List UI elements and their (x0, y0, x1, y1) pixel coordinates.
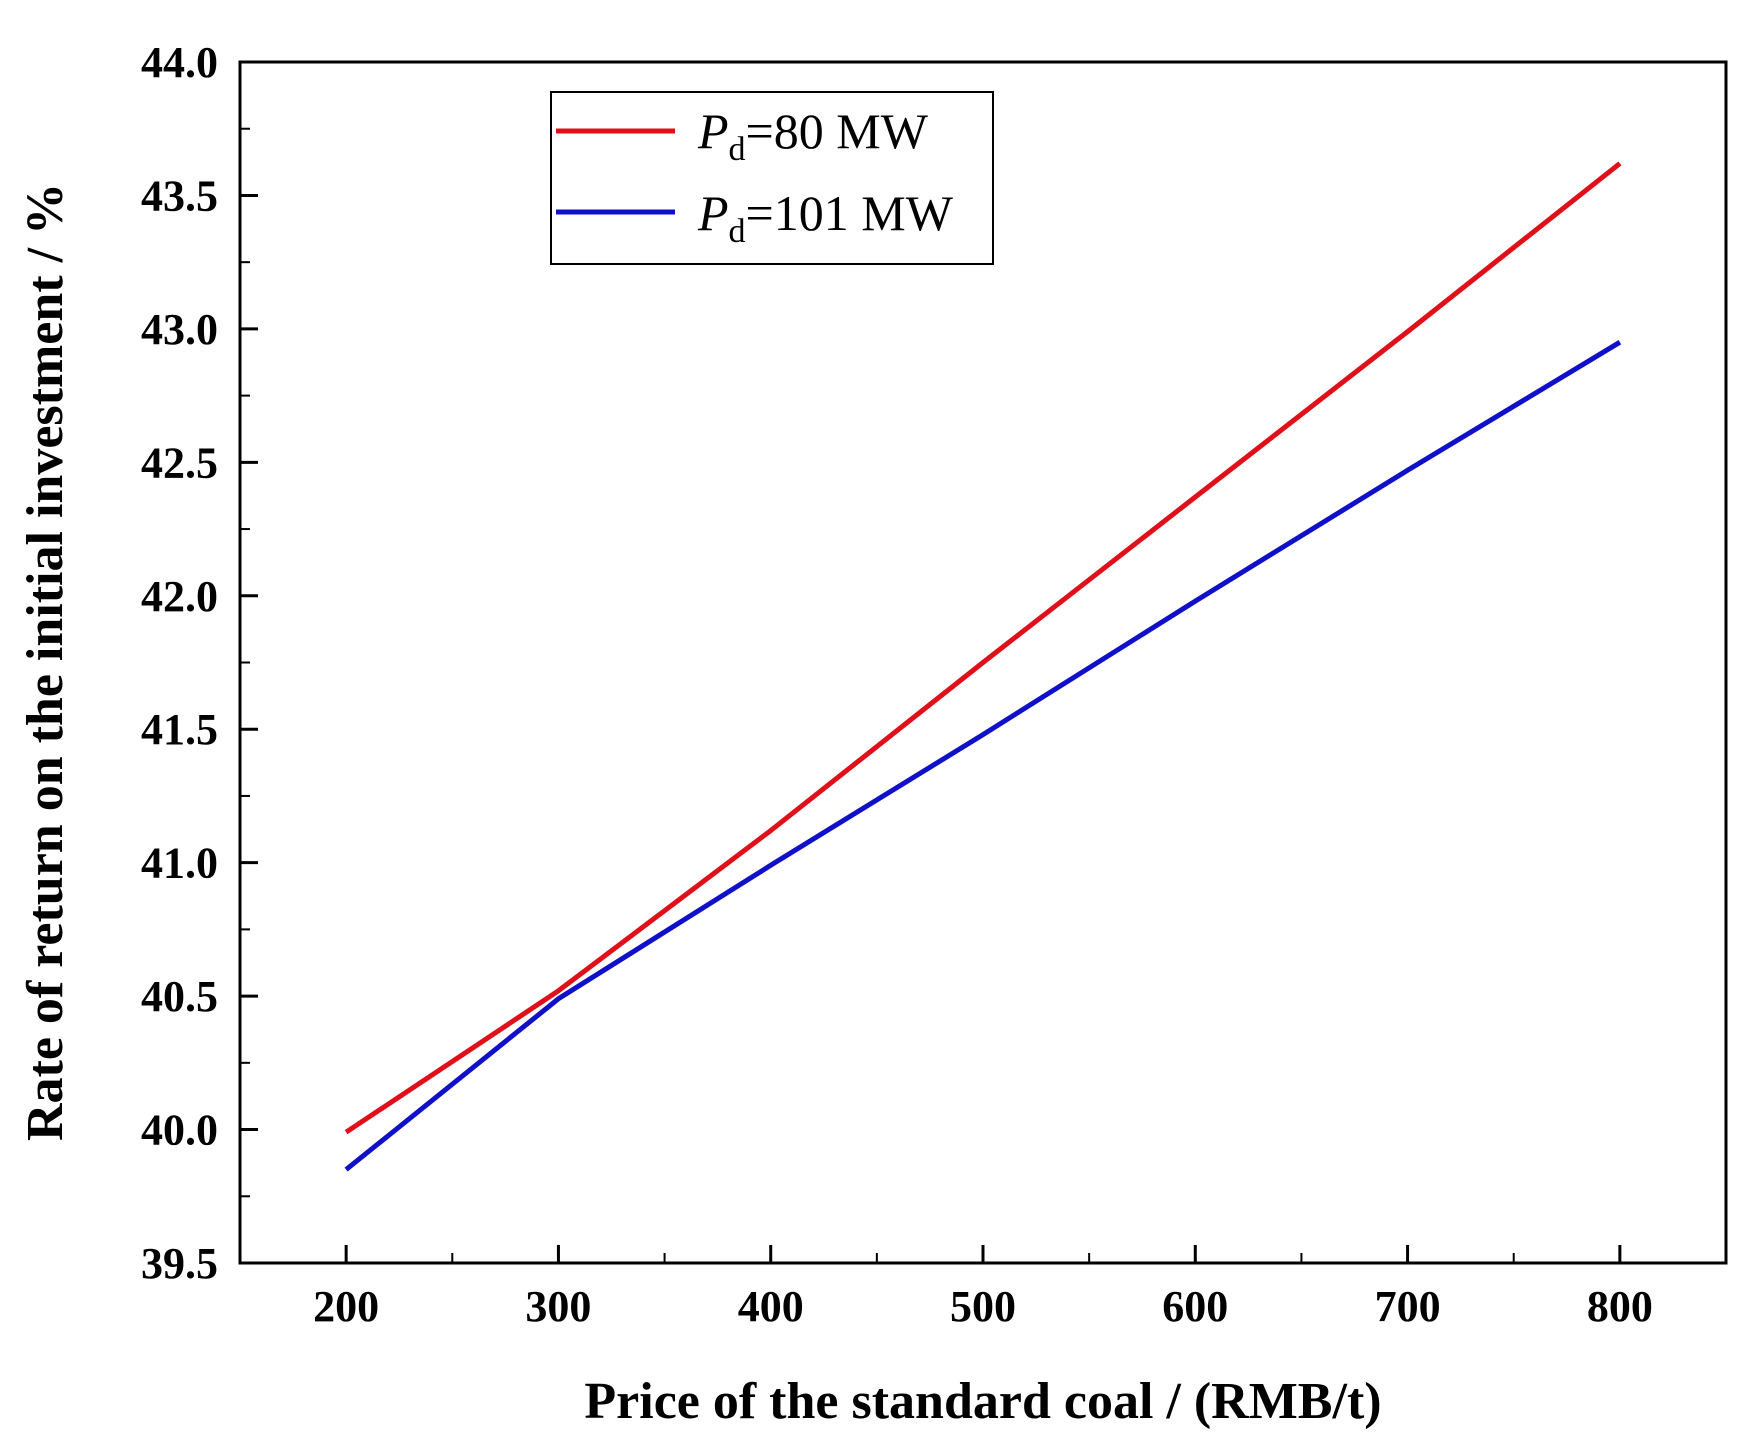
x-axis-ticks: 200 300 400 500 600 700 800 (313, 1245, 1653, 1331)
y-tick-label: 44.0 (141, 38, 218, 87)
y-axis-title: Rate of return on the initial investment… (17, 183, 74, 1141)
y-tick-label: 40.5 (141, 972, 218, 1021)
y-tick-label: 40.0 (141, 1106, 218, 1155)
legend-label-pd-101: Pd=101 MW (697, 185, 954, 250)
y-tick-label: 39.5 (141, 1239, 218, 1288)
x-tick-label: 500 (950, 1282, 1016, 1331)
x-tick-label: 600 (1162, 1282, 1228, 1331)
legend-label-pd-80: Pd=80 MW (697, 103, 929, 168)
legend-box (550, 91, 994, 265)
series-lines (344, 161, 1622, 1172)
legend: Pd=80 MW Pd=101 MW (550, 91, 994, 265)
x-tick-label: 800 (1587, 1282, 1653, 1331)
x-tick-label: 400 (738, 1282, 804, 1331)
series-line-0 (344, 161, 1622, 1135)
series-line-1 (344, 340, 1622, 1172)
x-axis-title: Price of the standard coal / (RMB/t) (584, 1373, 1381, 1430)
y-tick-label: 42.0 (141, 572, 218, 621)
y-tick-label: 41.5 (141, 705, 218, 754)
y-tick-label: 43.0 (141, 305, 218, 354)
x-tick-label: 300 (525, 1282, 591, 1331)
x-tick-label: 200 (313, 1282, 379, 1331)
x-tick-label: 700 (1375, 1282, 1441, 1331)
y-tick-label: 41.0 (141, 839, 218, 888)
y-tick-label: 43.5 (141, 171, 218, 220)
y-tick-label: 42.5 (141, 438, 218, 487)
y-axis-ticks: 39.5 40.0 40.5 41.0 41.5 42.0 42.5 43.0 43.5 44.0 (141, 38, 258, 1288)
